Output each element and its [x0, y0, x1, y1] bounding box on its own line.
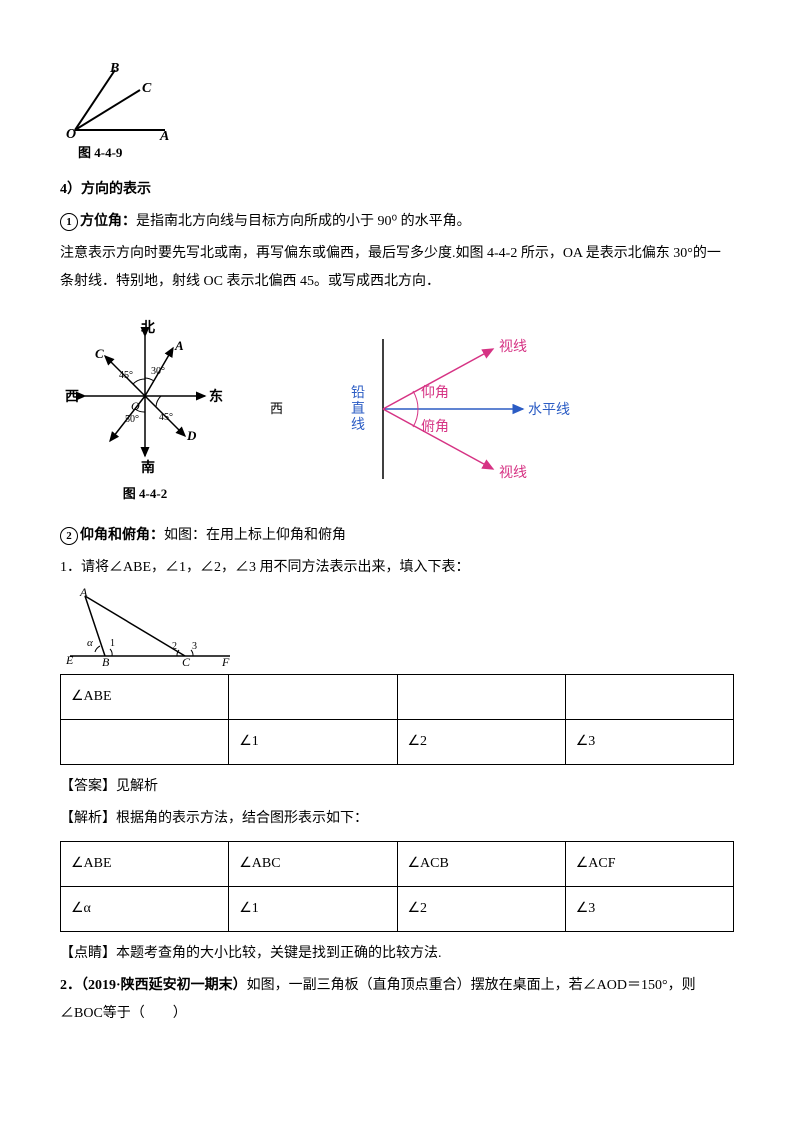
table-2: ∠ABE ∠ABC ∠ACB ∠ACF ∠α ∠1 ∠2 ∠3	[60, 841, 734, 932]
compass-svg: 北 南 东 西 O A C D 30° 45° 50° 45°	[60, 311, 230, 481]
cell: ∠α	[61, 887, 229, 932]
circled-1: 1	[60, 213, 78, 231]
label-A: A	[159, 129, 169, 140]
svg-text:线: 线	[351, 417, 365, 433]
cell: ∠3	[565, 720, 733, 765]
elev-label: 仰角和俯角：	[80, 528, 164, 543]
cell: ∠2	[397, 887, 565, 932]
svg-text:O: O	[131, 399, 140, 413]
svg-text:铅: 铅	[351, 385, 365, 401]
svg-text:仰角: 仰角	[421, 385, 449, 401]
cell: ∠2	[397, 720, 565, 765]
table-1: ∠ABE ∠1 ∠2 ∠3	[60, 674, 734, 765]
compass-caption: 图 4-4-2	[60, 481, 230, 507]
q1-svg: A E B C F α 1 2 3	[60, 586, 240, 666]
svg-text:北: 北	[141, 320, 155, 336]
q1-figure: A E B C F α 1 2 3	[60, 586, 734, 666]
elevation-svg: 视线 视线 水平线 仰角 俯角 铅 直 线	[323, 329, 583, 489]
cell: ∠1	[229, 720, 397, 765]
svg-text:直: 直	[351, 400, 365, 417]
cell	[229, 675, 397, 720]
svg-text:B: B	[102, 655, 110, 666]
direction-para1: 1方位角：是指南北方向线与目标方向所成的小于 90⁰ 的水平角。	[60, 208, 734, 236]
elevation-block: 视线 视线 水平线 仰角 俯角 铅 直 线	[323, 329, 583, 489]
table-row: ∠ABE ∠ABC ∠ACB ∠ACF	[61, 842, 734, 887]
cell: ∠ABC	[229, 842, 397, 887]
svg-text:C: C	[182, 655, 191, 666]
svg-text:南: 南	[141, 459, 155, 476]
fig449-caption: 图 4-4-9	[60, 140, 734, 166]
cell: ∠ACB	[397, 842, 565, 887]
svg-text:东: 东	[209, 388, 223, 405]
dianjing-line: 【点睛】本题考查角的大小比较，关键是找到正确的比较方法.	[60, 940, 734, 968]
svg-text:α: α	[87, 637, 93, 649]
svg-text:俯角: 俯角	[421, 419, 449, 435]
label-C: C	[142, 81, 152, 96]
cell	[61, 720, 229, 765]
svg-text:水平线: 水平线	[528, 402, 570, 418]
cell: ∠ABE	[61, 675, 229, 720]
fangweijiao-text: 是指南北方向线与目标方向所成的小于 90⁰ 的水平角。	[136, 214, 471, 229]
svg-text:D: D	[186, 428, 197, 443]
cell	[397, 675, 565, 720]
table-row: ∠ABE	[61, 675, 734, 720]
svg-text:F: F	[221, 655, 230, 666]
q1-text: 1．请将∠ABE，∠1，∠2，∠3 用不同方法表示出来，填入下表：	[60, 554, 734, 582]
elevation-para: 2仰角和俯角：如图：在用上标上仰角和俯角	[60, 522, 734, 550]
cell: ∠ABE	[61, 842, 229, 887]
label-B: B	[109, 61, 119, 76]
svg-text:C: C	[95, 346, 104, 361]
answer-line: 【答案】见解析	[60, 773, 734, 801]
compass-row: 北 南 东 西 O A C D 30° 45° 50° 45° 图 4-4-2 …	[60, 311, 734, 507]
cell: ∠3	[565, 887, 733, 932]
fangweijiao-label: 方位角：	[80, 214, 136, 229]
svg-text:E: E	[65, 653, 74, 666]
figure-449: O A B C 图 4-4-9	[60, 60, 734, 166]
cell	[565, 675, 733, 720]
q2-line: 2．（2019·陕西延安初一期末）如图，一副三角板（直角顶点重合）摆放在桌面上，…	[60, 972, 734, 1028]
label-O: O	[66, 127, 76, 140]
svg-text:A: A	[174, 338, 184, 353]
jiexi-line: 【解析】根据角的表示方法，结合图形表示如下：	[60, 805, 734, 833]
svg-text:视线: 视线	[499, 339, 527, 355]
svg-text:西: 西	[65, 389, 79, 405]
angle-diagram-svg: O A B C	[60, 60, 180, 140]
cell: ∠1	[229, 887, 397, 932]
svg-text:45°: 45°	[119, 370, 133, 381]
cell: ∠ACF	[565, 842, 733, 887]
table-row: ∠1 ∠2 ∠3	[61, 720, 734, 765]
compass-block: 北 南 东 西 O A C D 30° 45° 50° 45° 图 4-4-2	[60, 311, 230, 507]
svg-text:45°: 45°	[159, 412, 173, 423]
svg-text:2: 2	[172, 641, 177, 652]
section4-heading: 4）方向的表示	[60, 176, 734, 204]
elev-text: 如图：在用上标上仰角和俯角	[164, 528, 346, 543]
svg-text:1: 1	[110, 638, 115, 649]
small-west-char: 西	[270, 396, 283, 422]
circled-2: 2	[60, 527, 78, 545]
svg-text:50°: 50°	[125, 414, 139, 425]
svg-text:A: A	[79, 586, 88, 599]
svg-text:3: 3	[192, 641, 197, 652]
direction-para2: 注意表示方向时要先写北或南，再写偏东或偏西，最后写多少度.如图 4-4-2 所示…	[60, 240, 734, 296]
table-row: ∠α ∠1 ∠2 ∠3	[61, 887, 734, 932]
svg-text:30°: 30°	[151, 366, 165, 377]
svg-text:视线: 视线	[499, 465, 527, 481]
